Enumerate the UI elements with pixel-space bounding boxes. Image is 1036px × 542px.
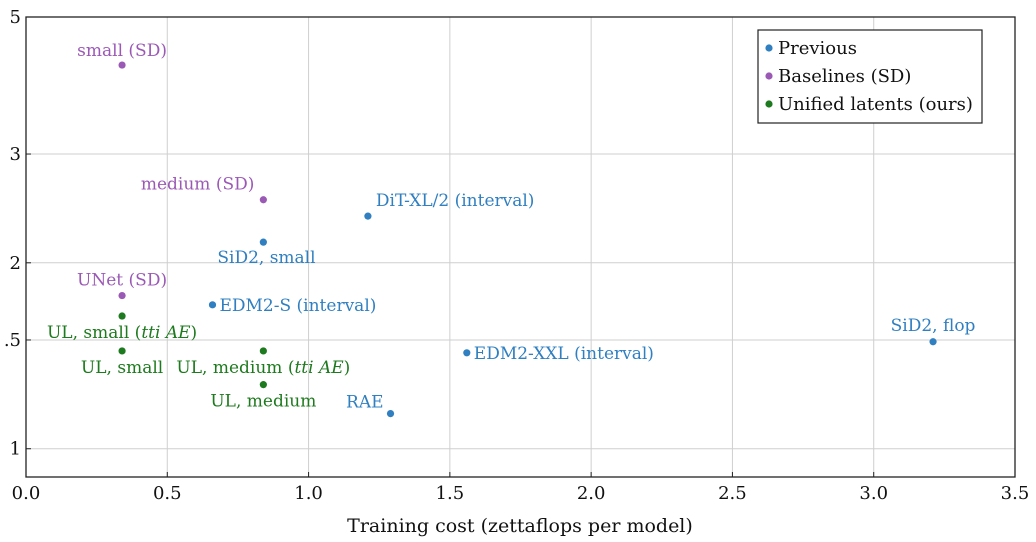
data-point <box>208 301 217 309</box>
point-label-part: tti AE <box>294 358 344 378</box>
point-label: medium (SD) <box>141 175 255 195</box>
point-label: UL, small <box>81 358 163 378</box>
data-point <box>386 409 395 418</box>
point-label: small (SD) <box>77 41 167 61</box>
point-label: SiD2, flop <box>891 316 976 336</box>
point-label-part: UL, medium ( <box>176 358 294 378</box>
x-tick-label: 1.0 <box>294 483 323 504</box>
data-point <box>259 381 267 389</box>
plot-frame <box>25 16 1016 478</box>
point-label-part: ) <box>191 323 198 343</box>
data-point <box>118 312 126 320</box>
point-label: RAE <box>346 393 384 413</box>
points-layer <box>118 61 937 418</box>
x-tick-label: 1.5 <box>436 483 465 504</box>
point-label: EDM2-S (interval) <box>219 296 376 316</box>
point-label: SiD2, small <box>217 248 315 268</box>
x-tick-label: 0.5 <box>153 483 182 504</box>
y-tick-label: 2 <box>10 253 21 274</box>
point-label: UL, small (tti AE) <box>47 323 197 343</box>
data-point <box>364 212 372 220</box>
data-point <box>929 338 937 346</box>
point-label: EDM2-XXL (interval) <box>474 344 654 364</box>
point-label-part: UL, small ( <box>47 323 141 343</box>
legend-label-baselines: Baselines (SD) <box>778 66 911 87</box>
x-tick-label: 0.0 <box>12 483 41 504</box>
x-tick-label: 3.5 <box>1001 483 1030 504</box>
x-tick-label: 2.0 <box>577 483 606 504</box>
legend-box <box>757 29 983 124</box>
data-point <box>259 238 267 246</box>
legend-label-previous: Previous <box>778 38 857 59</box>
point-label: UNet (SD) <box>77 271 167 291</box>
x-axis-title: Training cost (zettaflops per model) <box>347 515 693 537</box>
y-tick-label: 3 <box>10 144 21 165</box>
data-point <box>118 61 126 69</box>
data-point <box>259 196 267 204</box>
point-label: UL, medium (tti AE) <box>176 358 350 378</box>
legend: Previous Baselines (SD) Unified latents … <box>757 29 983 124</box>
x-tick-label: 3.0 <box>859 483 888 504</box>
point-label-part: tti AE <box>141 323 191 343</box>
legend-marker-baselines <box>765 72 773 80</box>
data-point <box>118 291 126 300</box>
y-tick-label: 5 <box>10 7 21 28</box>
y-tick-label: 1 <box>10 439 21 460</box>
legend-marker-unified <box>765 100 773 108</box>
point-label: UL, medium <box>210 392 316 412</box>
legend-marker-previous <box>765 44 773 52</box>
point-label-part: ) <box>344 358 351 378</box>
legend-label-unified: Unified latents (ours) <box>778 94 973 115</box>
data-point <box>118 347 126 355</box>
data-point <box>463 349 471 357</box>
data-point <box>259 347 267 355</box>
labels-layer: DiT-XL/2 (interval) SiD2, small EDM2-S (in… <box>47 41 976 413</box>
point-label: DiT-XL/2 (interval) <box>376 191 535 211</box>
x-tick-label: 2.5 <box>718 483 747 504</box>
y-tick-label: .5 <box>4 330 21 351</box>
